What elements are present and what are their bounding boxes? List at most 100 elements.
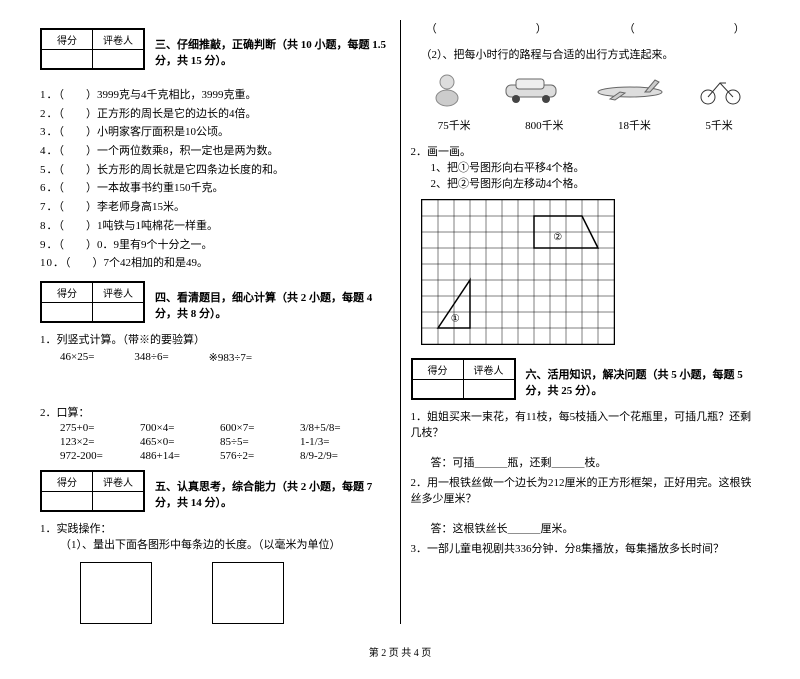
transport-bike bbox=[698, 75, 743, 105]
section-5-title: 五、认真思考，综合能力（共 2 小题，每题 7 分，共 14 分）。 bbox=[155, 478, 390, 510]
m02: 600×7= bbox=[220, 422, 300, 434]
left-column: 得分 评卷人 三、仔细推敲，正确判断（共 10 小题，每题 1.5 分，共 15… bbox=[30, 20, 401, 624]
q3-5-text: （ ）长方形的周长就是它四条边长度的和。 bbox=[59, 164, 285, 176]
reviewer-label: 评卷人 bbox=[93, 282, 144, 302]
sec6-q2: 2．用一根铁丝做一个边长为212厘米的正方形框架，正好用完。这根铁丝多少厘米？ bbox=[411, 474, 761, 506]
m13: 1-1/3= bbox=[300, 436, 380, 448]
m01: 700×4= bbox=[140, 422, 220, 434]
q3-6-text: （ ）一本故事书约重150千克。 bbox=[59, 182, 224, 194]
sec6-a2: 答：这根铁丝长＿＿＿厘米。 bbox=[431, 520, 761, 536]
right-column: （ ） （ ） （2）、把每小时行的路程与合适的出行方式连起来。 bbox=[401, 20, 771, 624]
q3-6: 6．（ ）一本故事书约重150千克。 bbox=[40, 179, 390, 198]
q3-4: 4．（ ）一个两位数乘8，积一定也是两为数。 bbox=[40, 142, 390, 161]
m10: 123×2= bbox=[60, 436, 140, 448]
right-top-brackets: （ ） （ ） bbox=[411, 20, 761, 36]
section-6-title: 六、活用知识，解决问题（共 5 小题，每题 5 分，共 25 分）。 bbox=[526, 366, 761, 398]
score-cell bbox=[42, 302, 93, 321]
score-cell bbox=[42, 491, 93, 510]
label-3: 5千米 bbox=[705, 117, 733, 133]
section-3-list: 1．（ ）3999克与4千克相比，3999克重。 2．（ ）正方形的周长是它的边… bbox=[40, 86, 390, 273]
q3-2: 2．（ ）正方形的周长是它的边长的4倍。 bbox=[40, 105, 390, 124]
bike-icon bbox=[698, 75, 743, 105]
q3-1-text: （ ）3999克与4千克相比，3999克重。 bbox=[59, 89, 257, 101]
grid-area: ②① bbox=[421, 199, 761, 348]
reviewer-cell bbox=[93, 302, 144, 321]
m21: 486+14= bbox=[140, 450, 220, 462]
q3-10-text: （ ）7个42相加的和是49。 bbox=[65, 257, 208, 269]
label-2: 18千米 bbox=[618, 117, 651, 133]
reviewer-cell bbox=[93, 491, 144, 510]
score-box-4: 得分 评卷人 bbox=[40, 281, 145, 323]
q3-3-text: （ ）小明家客厅面积是10公顷。 bbox=[59, 126, 230, 138]
score-cell bbox=[42, 50, 93, 69]
svg-text:②: ② bbox=[553, 232, 562, 243]
section-5-header: 得分 评卷人 五、认真思考，综合能力（共 2 小题，每题 7 分，共 14 分）… bbox=[40, 470, 390, 520]
sec6-a1: 答：可插＿＿＿瓶，还剩＿＿＿枝。 bbox=[431, 454, 761, 470]
transport-labels: 75千米 800千米 18千米 5千米 bbox=[411, 117, 761, 133]
section-4-header: 得分 评卷人 四、看清题目，细心计算（共 2 小题，每题 4 分，共 8 分）。 bbox=[40, 281, 390, 331]
measure-boxes bbox=[80, 562, 390, 624]
m12: 85÷5= bbox=[220, 436, 300, 448]
q3-7: 7．（ ）李老师身高15米。 bbox=[40, 198, 390, 217]
sec5-q1: 1．实践操作： bbox=[40, 520, 390, 536]
sec4-q2: 2．口算： bbox=[40, 404, 390, 420]
draw-s2: 2、把②号图形向左移动4个格。 bbox=[431, 175, 761, 191]
q3-4-text: （ ）一个两位数乘8，积一定也是两为数。 bbox=[59, 145, 279, 157]
q3-7-text: （ ）李老师身高15米。 bbox=[59, 201, 186, 213]
mental-row-2: 123×2= 465×0= 85÷5= 1-1/3= bbox=[60, 436, 390, 448]
transport-person bbox=[427, 72, 467, 107]
reviewer-cell bbox=[463, 380, 514, 399]
person-icon bbox=[427, 72, 467, 107]
m11: 465×0= bbox=[140, 436, 220, 448]
measure-box-1 bbox=[80, 562, 152, 624]
mental-row-1: 275+0= 700×4= 600×7= 3/8+5/8= bbox=[60, 422, 390, 434]
page-columns: 得分 评卷人 三、仔细推敲，正确判断（共 10 小题，每题 1.5 分，共 15… bbox=[30, 20, 770, 624]
reviewer-cell bbox=[93, 50, 144, 69]
score-box-3: 得分 评卷人 bbox=[40, 28, 145, 70]
score-label: 得分 bbox=[412, 360, 463, 380]
section-6-header: 得分 评卷人 六、活用知识，解决问题（共 5 小题，每题 5 分，共 25 分）… bbox=[411, 358, 761, 408]
draw-s1: 1、把①号图形向右平移4个格。 bbox=[431, 159, 761, 175]
score-label: 得分 bbox=[42, 471, 93, 491]
label-0: 75千米 bbox=[438, 117, 471, 133]
m20: 972-200= bbox=[60, 450, 140, 462]
q3-10: 10．（ ）7个42相加的和是49。 bbox=[40, 254, 390, 273]
measure-box-2 bbox=[212, 562, 284, 624]
score-box-5: 得分 评卷人 bbox=[40, 470, 145, 512]
section-3-header: 得分 评卷人 三、仔细推敲，正确判断（共 10 小题，每题 1.5 分，共 15… bbox=[40, 28, 390, 78]
sec6-q1: 1．姐姐买来一束花，有11枝，每5枝插入一个花瓶里，可插几瓶？还剩几枝？ bbox=[411, 408, 761, 440]
score-cell bbox=[412, 380, 463, 399]
q3-9-text: （ ）0．9里有9个十分之一。 bbox=[59, 239, 213, 251]
transport-car bbox=[501, 75, 561, 105]
transport-row bbox=[411, 72, 761, 107]
q3-5: 5．（ ）长方形的周长就是它四条边长度的和。 bbox=[40, 161, 390, 180]
calc-2: 348÷6= bbox=[134, 351, 168, 364]
sec5-q1-sub: （1）、量出下面各图形中每条边的长度。（以毫米为单位） bbox=[60, 536, 390, 552]
m00: 275+0= bbox=[60, 422, 140, 434]
q3-8: 8．（ ）1吨铁与1吨棉花一样重。 bbox=[40, 217, 390, 236]
calc-3: ※983÷7= bbox=[209, 351, 252, 364]
car-icon bbox=[501, 75, 561, 105]
m23: 8/9-2/9= bbox=[300, 450, 380, 462]
sec4-q1: 1．列竖式计算。（带※的要验算） bbox=[40, 331, 390, 347]
plane-icon bbox=[595, 77, 665, 102]
svg-text:①: ① bbox=[450, 314, 459, 325]
sec6-q3: 3．一部儿童电视剧共336分钟．分8集播放，每集播放多长时间？ bbox=[411, 540, 761, 556]
page-footer: 第 2 页 共 4 页 bbox=[30, 644, 770, 659]
calc-row: 46×25= 348÷6= ※983÷7= bbox=[60, 351, 390, 364]
q3-1: 1．（ ）3999克与4千克相比，3999克重。 bbox=[40, 86, 390, 105]
calc-1: 46×25= bbox=[60, 351, 94, 364]
score-label: 得分 bbox=[42, 282, 93, 302]
reviewer-label: 评卷人 bbox=[93, 471, 144, 491]
score-box-6: 得分 评卷人 bbox=[411, 358, 516, 400]
grid-diagram: ②① bbox=[421, 199, 615, 345]
q3-9: 9．（ ）0．9里有9个十分之一。 bbox=[40, 236, 390, 255]
score-label: 得分 bbox=[42, 30, 93, 50]
section-3-title: 三、仔细推敲，正确判断（共 10 小题，每题 1.5 分，共 15 分）。 bbox=[155, 36, 390, 68]
transport-plane bbox=[595, 77, 665, 102]
connect-title: （2）、把每小时行的路程与合适的出行方式连起来。 bbox=[421, 46, 761, 62]
q3-8-text: （ ）1吨铁与1吨棉花一样重。 bbox=[59, 220, 219, 232]
reviewer-label: 评卷人 bbox=[463, 360, 514, 380]
m22: 576÷2= bbox=[220, 450, 300, 462]
section-4-title: 四、看清题目，细心计算（共 2 小题，每题 4 分，共 8 分）。 bbox=[155, 289, 390, 321]
